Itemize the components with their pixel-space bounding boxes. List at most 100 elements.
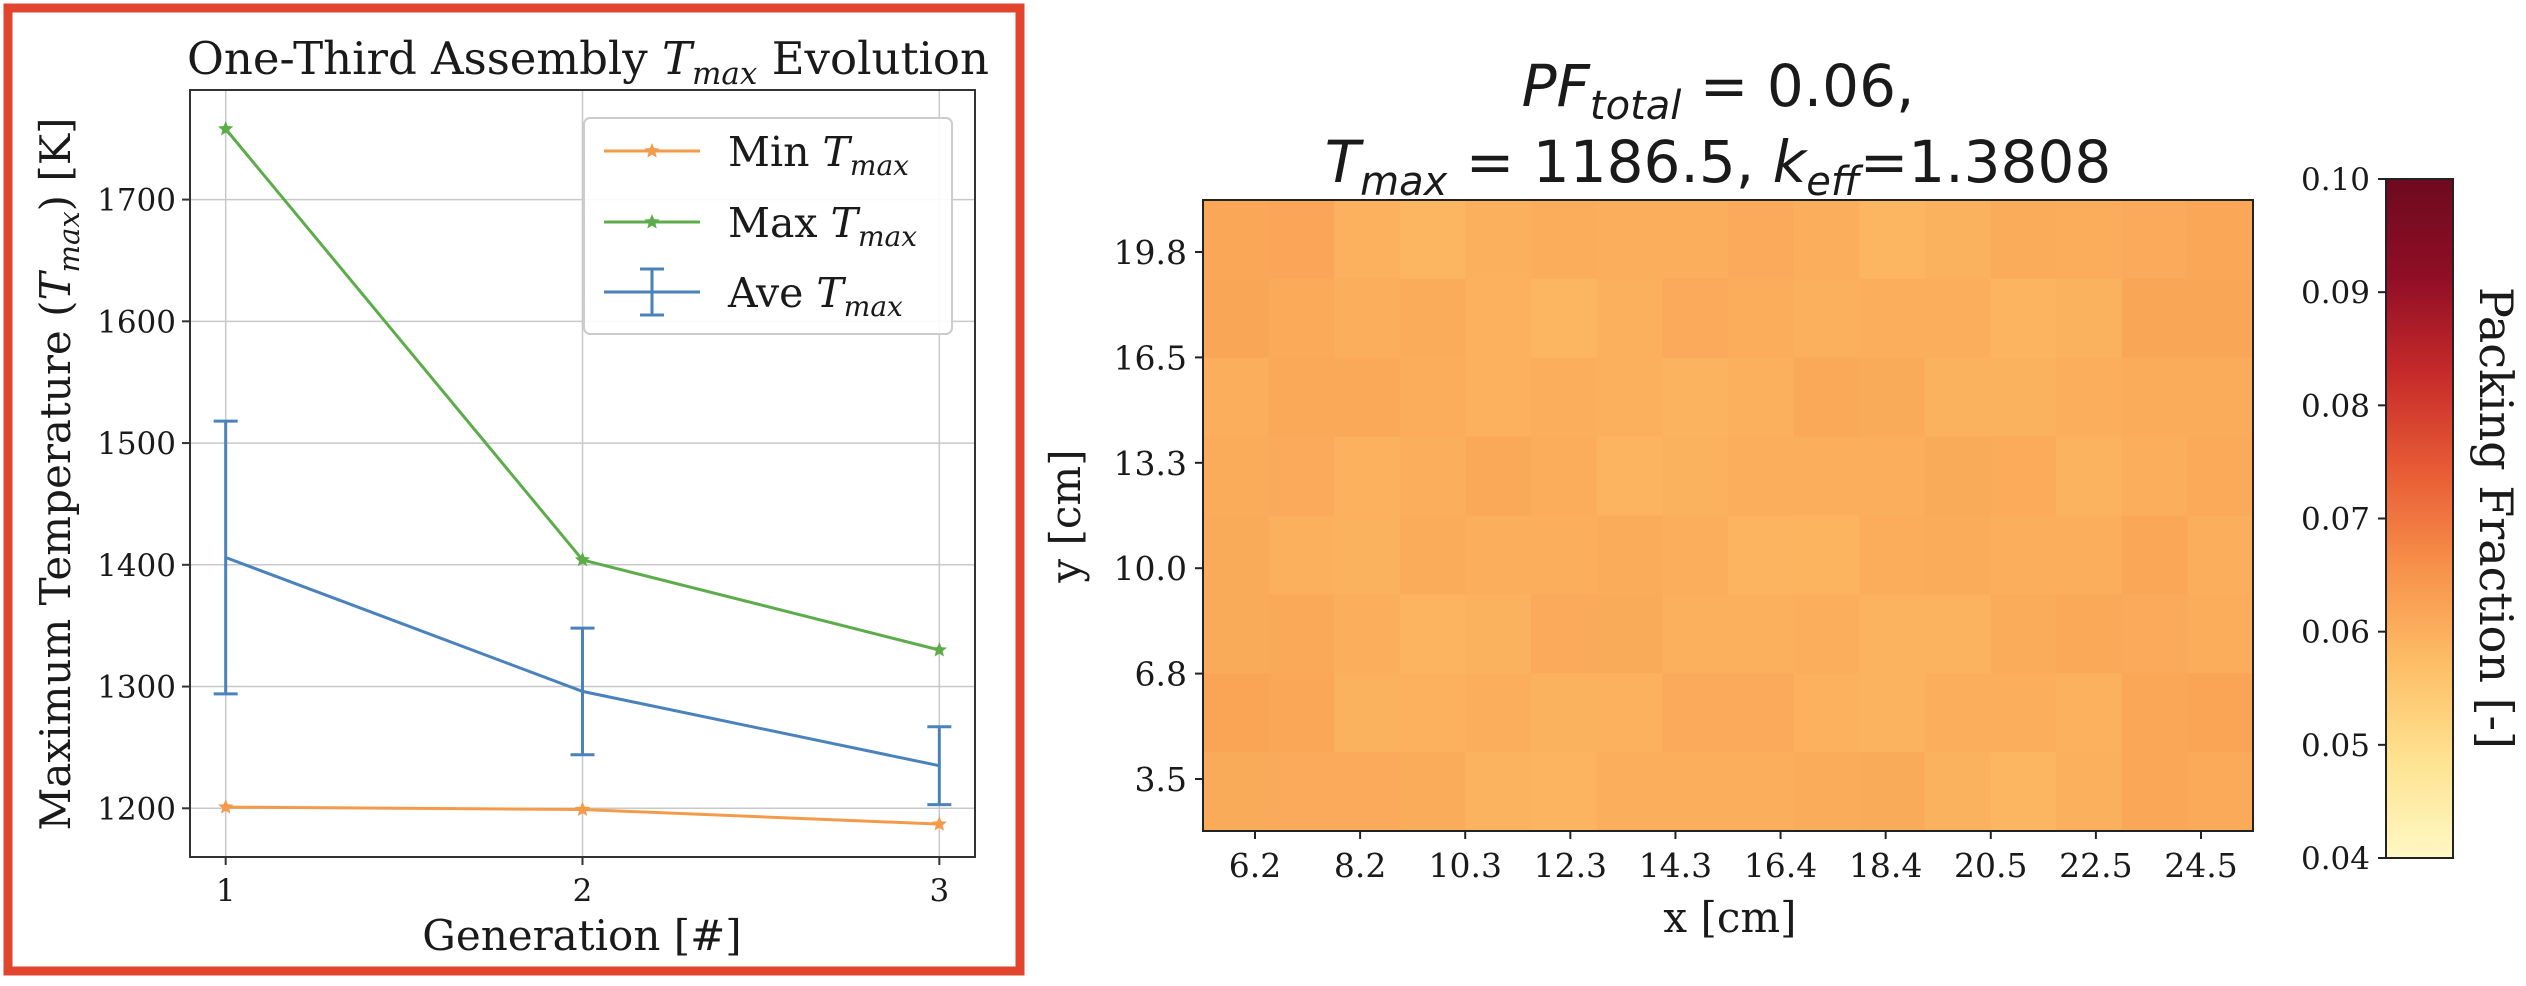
heatmap-cell <box>1793 515 1860 595</box>
heatmap-cell <box>1596 357 1663 438</box>
heatmap-cell <box>1531 357 1598 438</box>
left-y-ticks: 1200 1300 1400 1500 1600 1700 <box>97 183 190 827</box>
heatmap-cell <box>1399 594 1467 674</box>
series-0-point <box>574 801 591 816</box>
heatmap-cell <box>1334 200 1401 280</box>
left-x-tick-label: 3 <box>929 873 949 909</box>
heatmap-cell <box>1859 278 1926 359</box>
heatmap-cell <box>1662 436 1729 517</box>
left-y-tick-label: 1400 <box>97 548 176 584</box>
left-x-axis-label: Generation [#] <box>422 911 741 960</box>
heatmap-cell <box>1859 436 1926 517</box>
heatmap-cell <box>2187 357 2254 438</box>
heatmap-y-tick-label: 16.5 <box>1114 338 1187 377</box>
heatmap-cell <box>1465 436 1532 517</box>
colorbar-tick-label: 0.05 <box>2301 728 2370 764</box>
heatmap-cell <box>2121 278 2188 359</box>
heatmap-cell <box>1859 594 1926 674</box>
heatmap-cell <box>1203 200 1270 280</box>
heatmap-cell <box>1465 515 1532 595</box>
heatmap-cell <box>1859 673 1926 753</box>
heatmap-x-axis-label: x [cm] <box>1663 893 1796 942</box>
series-1-point <box>218 121 234 136</box>
heatmap-cell <box>1728 752 1795 832</box>
heatmap-cell <box>2121 200 2188 280</box>
right-chart-title-line1: PFtotal = 0.06, <box>1522 52 1915 129</box>
heatmap-cell <box>1203 594 1270 674</box>
heatmap-cell <box>1334 515 1401 595</box>
heatmap-cell <box>2056 594 2123 674</box>
heatmap-cell <box>1728 515 1795 595</box>
heatmap-cell <box>1268 436 1335 517</box>
heatmap-cell <box>1793 200 1860 280</box>
heatmap-cell <box>1859 200 1926 280</box>
heatmap-cell <box>1793 594 1860 674</box>
highlight-frame <box>3 3 1025 976</box>
heatmap-plot: 6.2 8.2 10.3 12.3 14.3 16.4 18.4 20.5 22.5 24.5 1… <box>1114 199 2254 885</box>
heatmap-cell <box>1531 752 1598 832</box>
heatmap-y-tick-label: 13.3 <box>1114 444 1187 483</box>
legend-box <box>583 117 953 335</box>
heatmap-cell <box>1924 278 1992 359</box>
heatmap-cell <box>1662 200 1729 280</box>
heatmap-cell <box>1793 278 1860 359</box>
colorbar-ticks: 0.10 0.09 0.08 0.07 0.06 0.05 0.04 <box>2301 162 2386 877</box>
heatmap-cell <box>1728 673 1795 753</box>
heatmap-cell <box>1859 752 1926 832</box>
heatmap-cell <box>2056 752 2123 832</box>
heatmap-cell <box>1203 752 1270 832</box>
heatmap-x-tick-label: 8.2 <box>1334 846 1386 885</box>
heatmap-cell <box>1793 752 1860 832</box>
left-x-tick-label: 1 <box>216 873 236 909</box>
heatmap-cell <box>1728 594 1795 674</box>
heatmap-cell <box>1728 200 1795 280</box>
series-0-point <box>931 816 947 831</box>
heatmap-cell <box>1990 673 2057 753</box>
heatmap-cell <box>1793 436 1860 517</box>
heatmap-cell <box>2187 515 2254 595</box>
heatmap-x-tick-label: 10.3 <box>1428 846 1501 885</box>
heatmap-cell <box>1531 673 1598 753</box>
heatmap-cell <box>1859 515 1926 595</box>
legend-entry-min: Min Tmax <box>604 128 909 182</box>
heatmap-cell <box>2187 594 2254 674</box>
heatmap-y-tick-label: 6.8 <box>1135 655 1187 694</box>
heatmap-cell <box>1203 357 1270 438</box>
heatmap-cell <box>1268 752 1335 832</box>
heatmap-cell <box>1203 673 1270 753</box>
heatmap-x-tick-label: 12.3 <box>1534 846 1607 885</box>
heatmap-cell <box>1268 515 1335 595</box>
heatmap-cell <box>2056 515 2123 595</box>
heatmap-cell <box>2187 200 2254 280</box>
heatmap-cell <box>1990 752 2057 832</box>
heatmap-cell <box>2121 436 2188 517</box>
colorbar-tick-label: 0.08 <box>2301 388 2370 424</box>
heatmap-cell <box>1465 752 1532 832</box>
heatmap-cell <box>1924 357 1992 438</box>
heatmap-cell <box>2056 200 2123 280</box>
colorbar-label: Packing Fraction [-] <box>2469 287 2523 749</box>
heatmap-cell <box>2187 752 2254 832</box>
heatmap-cell <box>1268 278 1335 359</box>
heatmap-cell <box>2121 752 2188 832</box>
left-x-ticks: 1 2 3 <box>216 857 949 909</box>
heatmap-cell <box>2056 436 2123 517</box>
heatmap-x-tick-label: 20.5 <box>1954 846 2027 885</box>
heatmap-cells <box>1203 200 2254 832</box>
heatmap-cell <box>1399 752 1467 832</box>
heatmap-cell <box>1465 594 1532 674</box>
heatmap-cell <box>1924 752 1992 832</box>
heatmap-cell <box>1531 515 1598 595</box>
left-plot-area: 1200 1300 1400 1500 1600 1700 1 2 3 <box>97 89 976 909</box>
heatmap-cell <box>1596 436 1663 517</box>
heatmap-x-ticks: 6.2 8.2 10.3 12.3 14.3 16.4 18.4 20.5 22.5 24.5 <box>1229 831 2238 885</box>
heatmap-cell <box>1662 278 1729 359</box>
heatmap-cell <box>1596 752 1663 832</box>
heatmap-cell <box>2121 594 2188 674</box>
heatmap-cell <box>1728 357 1795 438</box>
right-chart-title-line2: Tmax = 1186.5, keff=1.3808 <box>1325 128 2112 205</box>
heatmap-x-tick-label: 18.4 <box>1849 846 1922 885</box>
left-chart-title: One-Third Assembly Tmax Evolution <box>187 32 989 92</box>
heatmap-cell <box>1334 673 1401 753</box>
heatmap-cell <box>1596 200 1663 280</box>
